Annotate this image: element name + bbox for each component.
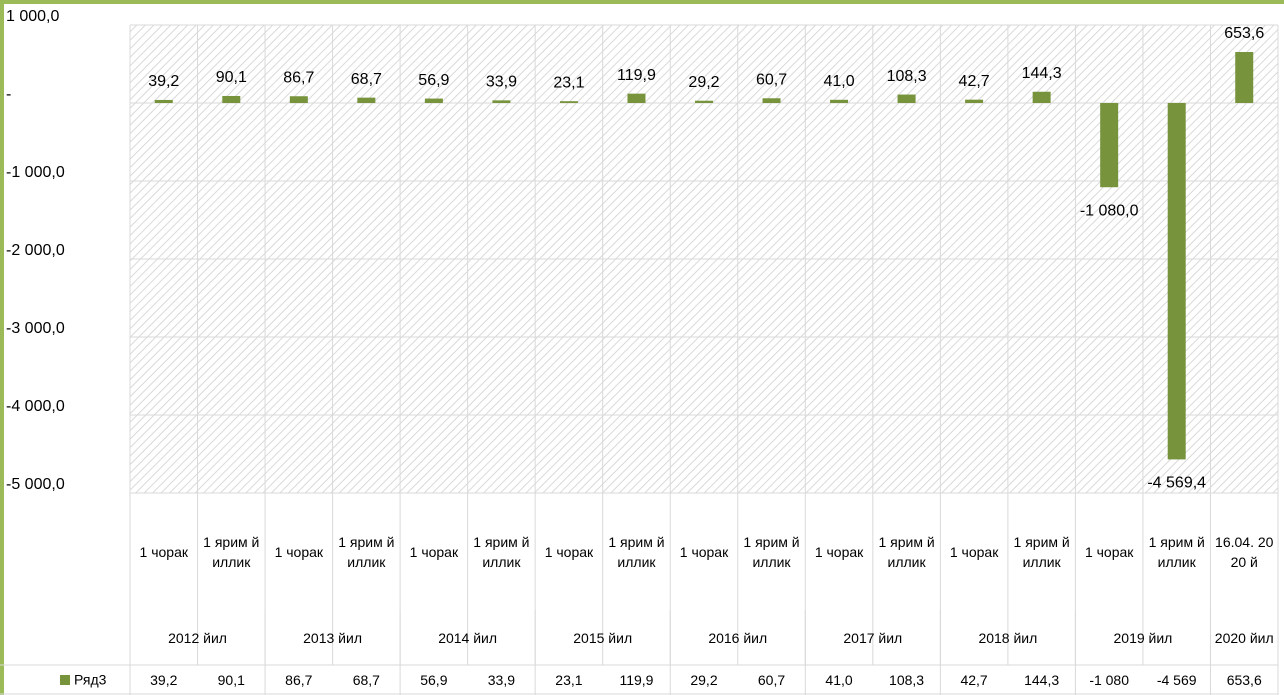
bar — [965, 99, 984, 103]
x-tick-label: 1 ярим йиллик — [878, 533, 935, 570]
bar — [1167, 103, 1186, 460]
table-value: 60,7 — [757, 672, 786, 688]
data-label: 653,6 — [1224, 25, 1264, 42]
y-tick-label: -5 000,0 — [6, 476, 65, 493]
x-tick-label: 1 ярим йиллик — [1148, 533, 1205, 570]
x-tick-label: 1 чорак — [1084, 543, 1134, 560]
category-group-label: 2020 йил — [1214, 629, 1274, 646]
table-value: 108,3 — [889, 672, 925, 688]
data-label: 39,2 — [148, 73, 179, 90]
x-tick-label: 1 чорак — [814, 543, 864, 560]
x-tick-label: 1 чорак — [949, 543, 999, 560]
table-value: -4 569 — [1156, 672, 1197, 688]
data-label: 108,3 — [887, 68, 927, 85]
table-value: 653,6 — [1226, 672, 1262, 688]
x-tick-label: 1 чорак — [409, 543, 459, 560]
data-label: 41,0 — [823, 73, 854, 90]
x-tick-label: 1 ярим йиллик — [743, 533, 800, 570]
data-label: 23,1 — [553, 74, 584, 91]
bar — [289, 96, 308, 103]
category-group-label: 2012 йил — [168, 629, 227, 646]
table-value: 119,9 — [619, 672, 654, 688]
y-tick-label: -2 000,0 — [6, 242, 65, 259]
x-tick-label: 1 чорак — [274, 543, 324, 560]
category-group-label: 2016 йил — [708, 629, 768, 646]
y-tick-label: 1 000,0 — [6, 8, 59, 25]
legend-swatch — [60, 675, 70, 685]
bar — [424, 98, 443, 103]
table-value: 39,2 — [150, 672, 178, 688]
bar — [695, 100, 713, 103]
table-value: 56,9 — [420, 672, 448, 688]
bar — [1032, 91, 1051, 103]
table-value: 23,1 — [555, 672, 583, 688]
data-label: 29,2 — [688, 74, 719, 91]
x-tick-label: 1 ярим йиллик — [608, 533, 665, 570]
data-label: 144,3 — [1022, 65, 1062, 82]
category-group-label: 2014 йил — [438, 629, 498, 646]
bar — [897, 94, 916, 103]
data-label: 90,1 — [216, 69, 247, 86]
bar — [830, 99, 849, 103]
table-value: 86,7 — [285, 672, 313, 688]
category-group-label: 2015 йил — [573, 629, 633, 646]
bar — [222, 95, 241, 103]
category-group-label: 2017 йил — [843, 629, 903, 646]
bar — [762, 98, 781, 103]
bar — [154, 99, 173, 103]
bar — [357, 97, 376, 103]
data-label: -4 569,4 — [1147, 475, 1206, 492]
data-label: -1 080,0 — [1080, 202, 1139, 219]
y-tick-label: - — [6, 86, 11, 103]
table-value: 42,7 — [960, 672, 988, 688]
table-value: 29,2 — [690, 672, 718, 688]
y-tick-label: -1 000,0 — [6, 164, 65, 181]
x-tick-label: 1 чорак — [544, 543, 594, 560]
data-label: 33,9 — [486, 74, 517, 91]
x-tick-label: 1 чорак — [679, 543, 729, 560]
data-label: 86,7 — [283, 69, 314, 86]
y-tick-label: -3 000,0 — [6, 320, 65, 337]
table-value: 33,9 — [487, 672, 516, 688]
data-label: 119,9 — [617, 67, 656, 84]
bar — [492, 100, 511, 103]
x-tick-label: 1 ярим йиллик — [473, 533, 530, 570]
y-tick-label: -4 000,0 — [6, 398, 65, 415]
category-group-label: 2013 йил — [303, 629, 362, 646]
x-tick-label: 16.04. 2020 й — [1215, 533, 1274, 570]
data-label: 68,7 — [351, 71, 382, 88]
table-value: 144,3 — [1024, 672, 1060, 688]
table-value: 90,1 — [217, 672, 245, 688]
x-tick-label: 1 ярим йиллик — [338, 533, 395, 570]
bar — [559, 101, 578, 103]
table-value: 41,0 — [825, 672, 853, 688]
legend-label: Ряд3 — [74, 672, 107, 688]
x-tick-label: 1 чорак — [139, 543, 188, 560]
x-tick-label: 1 ярим йиллик — [203, 533, 260, 570]
category-group-label: 2019 йил — [1113, 629, 1173, 646]
data-label: 56,9 — [418, 72, 449, 89]
bar — [1235, 52, 1254, 103]
data-label: 60,7 — [756, 71, 787, 88]
category-group-label: 2018 йил — [978, 629, 1038, 646]
table-value: -1 080 — [1089, 672, 1130, 688]
bar — [627, 93, 646, 103]
data-label: 42,7 — [959, 73, 990, 90]
table-value: 68,7 — [352, 672, 380, 688]
bar — [1100, 103, 1119, 188]
x-tick-label: 1 ярим йиллик — [1013, 533, 1070, 570]
